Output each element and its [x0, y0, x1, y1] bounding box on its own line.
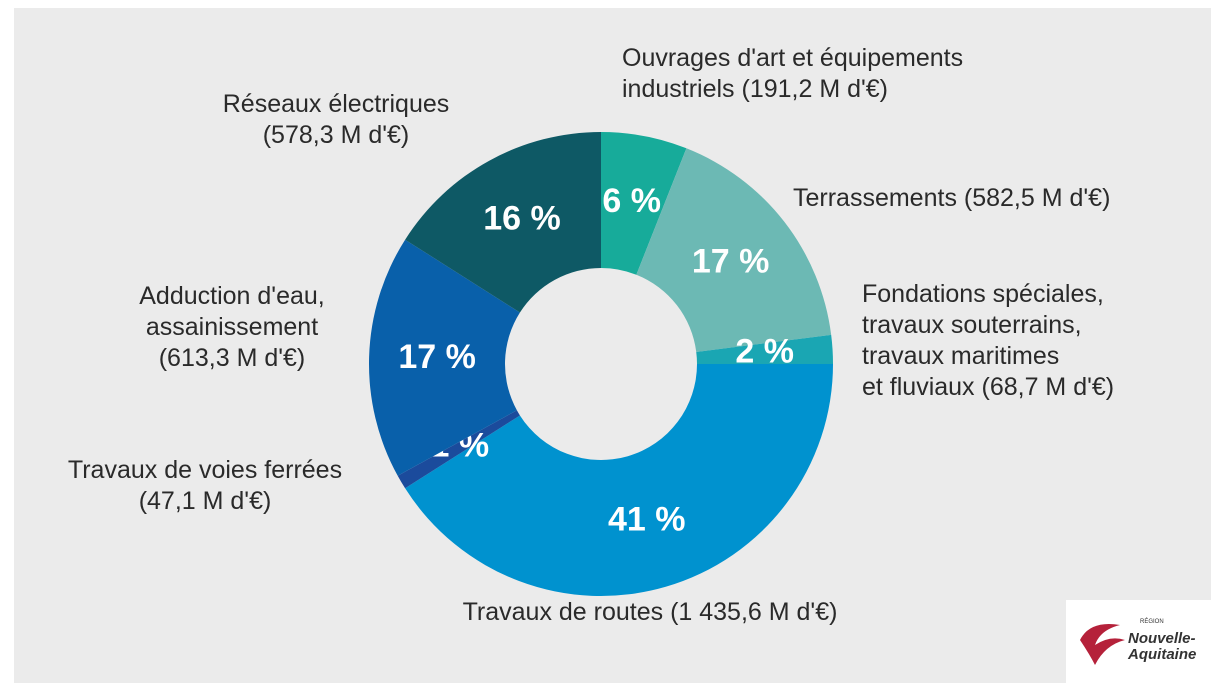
- logo-icon: [1080, 624, 1125, 665]
- donut-slice: [405, 132, 601, 313]
- logo-name: Nouvelle-Aquitaine: [1127, 630, 1196, 663]
- donut-slice: [405, 364, 833, 597]
- value-label: 41 %: [608, 500, 686, 538]
- category-label: Ouvrages d'art et équipements industriels…: [622, 44, 963, 103]
- category-label: Travaux de voies ferrées (47,1 M d'€): [68, 456, 342, 515]
- donut-slice: [368, 239, 520, 476]
- logo-region: RÉGION: [1140, 618, 1164, 625]
- donut-slice: [601, 132, 687, 275]
- donut-slice: [397, 410, 520, 489]
- value-label: 17 %: [692, 242, 770, 280]
- value-label: 6 %: [602, 182, 661, 220]
- category-label: Fondations spéciales, travaux souterrains…: [862, 280, 1114, 401]
- category-label: Adduction d'eau, assainissement (613,3 M d…: [139, 282, 324, 372]
- value-label: 17 %: [398, 338, 476, 376]
- donut-slice: [636, 148, 832, 352]
- category-label: Terrassements (582,5 M d'€): [793, 184, 1110, 212]
- category-label: Travaux de routes (1 435,6 M d'€): [463, 598, 838, 626]
- category-label: Réseaux électriques (578,3 M d'€): [223, 90, 450, 149]
- donut-slice: [696, 334, 833, 364]
- value-label: 16 %: [483, 199, 561, 237]
